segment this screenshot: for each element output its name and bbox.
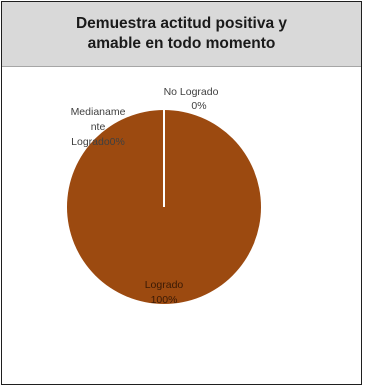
chart-title: Demuestra actitud positiva y amable en t… bbox=[75, 15, 288, 52]
label-no-logrado-pct: 0% bbox=[191, 100, 206, 112]
chart-title-bar: Demuestra actitud positiva y amable en t… bbox=[2, 2, 361, 67]
label-no-logrado-name: No Logrado bbox=[164, 86, 219, 98]
chart-frame: Demuestra actitud positiva y amable en t… bbox=[1, 1, 362, 385]
label-logrado-name: Logrado bbox=[145, 279, 184, 291]
label-medianamente-line1: Medianame bbox=[71, 106, 126, 118]
label-logrado-pct: 100% bbox=[151, 294, 178, 306]
pie-chart: No Logrado 0% Medianame nte Logrado0% Lo… bbox=[67, 86, 261, 306]
label-medianamente-line3: Logrado0% bbox=[71, 136, 125, 148]
label-medianamente-line2: nte bbox=[91, 121, 106, 133]
